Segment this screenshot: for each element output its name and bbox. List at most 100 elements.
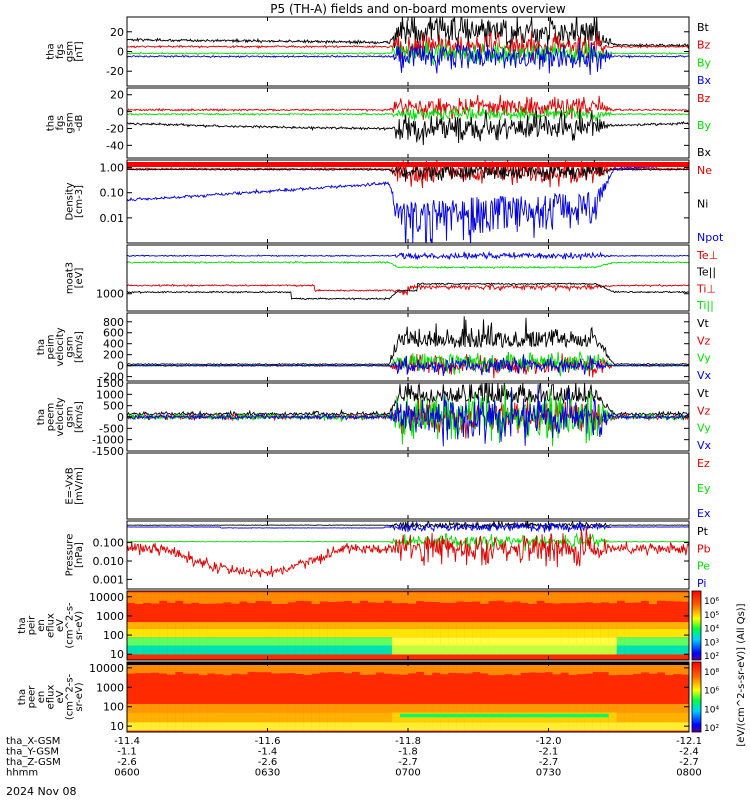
ylabel-fgs-gse: fgs bbox=[55, 115, 66, 130]
xaxis-value: -11.8 bbox=[395, 736, 421, 747]
spectrogram-peir-spec bbox=[127, 591, 689, 660]
legend-peim-velocity: Vy bbox=[697, 352, 711, 365]
legend-density: Ne bbox=[697, 164, 712, 177]
ylabel-peir-spec: en bbox=[36, 619, 47, 632]
ytick-label-pressure: 0.100 bbox=[93, 537, 125, 550]
trace-pressure-red bbox=[127, 526, 689, 578]
xaxis-value: -2.7 bbox=[679, 757, 699, 768]
ylabel-peim-velocity: peim bbox=[46, 334, 57, 359]
trace-temperature-black bbox=[127, 282, 689, 301]
ytick-label-peem-velocity: 1000 bbox=[96, 388, 124, 401]
legend-pressure: Pb bbox=[697, 542, 711, 555]
xaxis-value: -1.1 bbox=[117, 747, 137, 758]
ylabel-peir-spec: peir bbox=[27, 615, 38, 635]
trace-pressure-green bbox=[127, 532, 689, 552]
legend-fgs-gse: By bbox=[697, 119, 712, 132]
legend-pressure: Pe bbox=[697, 560, 710, 573]
panel-peir-spec: 10000 1000 100 10 thapeirenefluxeV(cm^2-s-sr… bbox=[17, 590, 690, 661]
colorbar-tick: 10⁸ bbox=[704, 668, 719, 678]
ylabel-peim-velocity: gsm bbox=[65, 336, 76, 357]
colorbar-tick: 10⁶ bbox=[704, 687, 719, 697]
xaxis-value: -1.8 bbox=[398, 747, 418, 758]
trace-pressure-black bbox=[127, 521, 689, 531]
xaxis-value: -12.1 bbox=[676, 736, 702, 747]
ylabel-peir-spec: eV bbox=[55, 619, 66, 632]
xaxis-value: -2.1 bbox=[539, 747, 559, 758]
legend-efield: Ex bbox=[697, 507, 711, 520]
ytick-label-fgs-gsm: 20 bbox=[110, 26, 124, 39]
ylabel-fgs-gsm: tha bbox=[46, 43, 57, 59]
ytick-label-peim-velocity: 0 bbox=[117, 360, 124, 373]
legend-peem-velocity: Vx bbox=[697, 439, 712, 452]
trace-peim-velocity-blue bbox=[127, 354, 689, 377]
colorbar-label: [eV/(cm^2-s-sr-eV)] (All Qs)] bbox=[736, 603, 747, 746]
plot-title: P5 (TH-A) fields and on-board moments ov… bbox=[270, 2, 566, 16]
xaxis-value: -2.6 bbox=[117, 757, 137, 768]
panel-efield: E=-VxB[mV/m] Ez Ey Ex bbox=[65, 452, 711, 520]
legend-peim-velocity: Vt bbox=[697, 317, 710, 330]
ytick-label-peim-velocity: 800 bbox=[103, 316, 124, 329]
ylabel-temperature: moat3 bbox=[65, 262, 76, 294]
panel-density: 1.00 0.10 0.01 Density[cm-3] Ne Ni Npot bbox=[65, 159, 724, 244]
panel-frame-fgs-gse bbox=[126, 87, 690, 159]
xaxis-row-label: tha_Y-GSM bbox=[6, 747, 59, 758]
x-axis: tha_X-GSM -11.4 -11.6 -11.8 -12.0 -12.1 tha_Y-… bbox=[6, 736, 702, 779]
colorbar-tick: 10⁴ bbox=[704, 705, 719, 715]
colorbar-tick: 10⁵ bbox=[704, 611, 719, 621]
legend-temperature: Te|| bbox=[696, 266, 716, 279]
ylabel-peer-spec: eV bbox=[55, 690, 66, 703]
ylabel-peir-spec: tha bbox=[17, 617, 28, 633]
ytick-label-pressure: 0.010 bbox=[93, 555, 125, 568]
ytick-label-peem-velocity: 500 bbox=[103, 400, 124, 413]
xaxis-row-label: tha_X-GSM bbox=[6, 736, 60, 747]
ylabel-pressure: Pressure bbox=[65, 534, 76, 577]
trace-peim-velocity-black bbox=[127, 316, 689, 366]
ylabel-peer-spec: peer bbox=[27, 685, 38, 709]
xaxis-row-label: hhmm bbox=[6, 768, 38, 779]
ytick-label-peem-velocity: -1000 bbox=[92, 434, 124, 447]
colorbar-strip-0 bbox=[691, 590, 702, 661]
ylabel-fgs-gsm: [nT] bbox=[74, 41, 85, 61]
colorbar-tick: 10⁴ bbox=[704, 625, 719, 635]
ylabel-peem-velocity: velocity bbox=[55, 397, 66, 436]
xaxis-value: -11.4 bbox=[114, 736, 140, 747]
ytick-label-density: 0.01 bbox=[100, 212, 125, 225]
ylabel-efield: E=-VxB bbox=[65, 467, 76, 504]
colorbar: 10⁶ 10⁵ 10⁴ 10³ 10² 10⁸ 10⁶ 10⁴ 10² [eV/(cm^2-s-s… bbox=[691, 590, 747, 747]
ytick-label-fgs-gse: 0 bbox=[117, 106, 124, 119]
ytick-label-peim-velocity: 200 bbox=[103, 349, 124, 362]
xaxis-value: 0730 bbox=[536, 768, 561, 779]
ylabel-efield: [mV/m] bbox=[74, 467, 85, 505]
trace-density-blue bbox=[127, 162, 689, 243]
legend-peem-velocity: Vt bbox=[697, 387, 710, 400]
colorbar-tick: 10³ bbox=[704, 638, 719, 648]
ytick-label-peem-velocity: -1500 bbox=[92, 445, 124, 458]
ytick-label-peir-spec: 10000 bbox=[89, 591, 124, 604]
ylabel-peim-velocity: velocity bbox=[55, 327, 66, 366]
ytick-label-pressure: 0.001 bbox=[93, 573, 125, 586]
ylabel-density: Density bbox=[65, 182, 76, 220]
panel-temperature: 1000 moat3[eV] Te⊥ Te|| Ti⊥ Ti|| bbox=[65, 244, 718, 312]
legend-fgs-gse: Bz bbox=[697, 92, 711, 105]
legend-fgs-gsm: By bbox=[697, 56, 712, 69]
legend-temperature: Ti|| bbox=[696, 299, 714, 312]
colorbar-tick: 10² bbox=[704, 652, 719, 662]
ytick-label-fgs-gsm: -20 bbox=[106, 65, 124, 78]
xaxis-value: 0630 bbox=[255, 768, 280, 779]
trace-fgs-gsm-blue bbox=[127, 42, 689, 76]
ytick-label-peem-velocity: 0 bbox=[117, 411, 124, 424]
ytick-label-peim-velocity: 400 bbox=[103, 338, 124, 351]
trace-fgs-gsm-green bbox=[127, 41, 689, 67]
xaxis-value: -2.7 bbox=[398, 757, 418, 768]
trace-density-black bbox=[127, 160, 689, 182]
colorbar-tick: 10⁶ bbox=[704, 597, 719, 607]
ylabel-peir-spec: (cm^2-s- bbox=[65, 602, 76, 649]
legend-fgs-gsm: Bz bbox=[697, 39, 711, 52]
ylabel-fgs-gse: -dB bbox=[74, 114, 85, 131]
ylabel-peem-velocity: peem bbox=[46, 403, 57, 431]
ylabel-fgs-gse: tha bbox=[46, 115, 57, 131]
ytick-label-peir-spec: 1000 bbox=[96, 610, 124, 623]
ylabel-temperature: [eV] bbox=[74, 268, 85, 289]
trace-fgs-gse-black bbox=[127, 108, 689, 146]
